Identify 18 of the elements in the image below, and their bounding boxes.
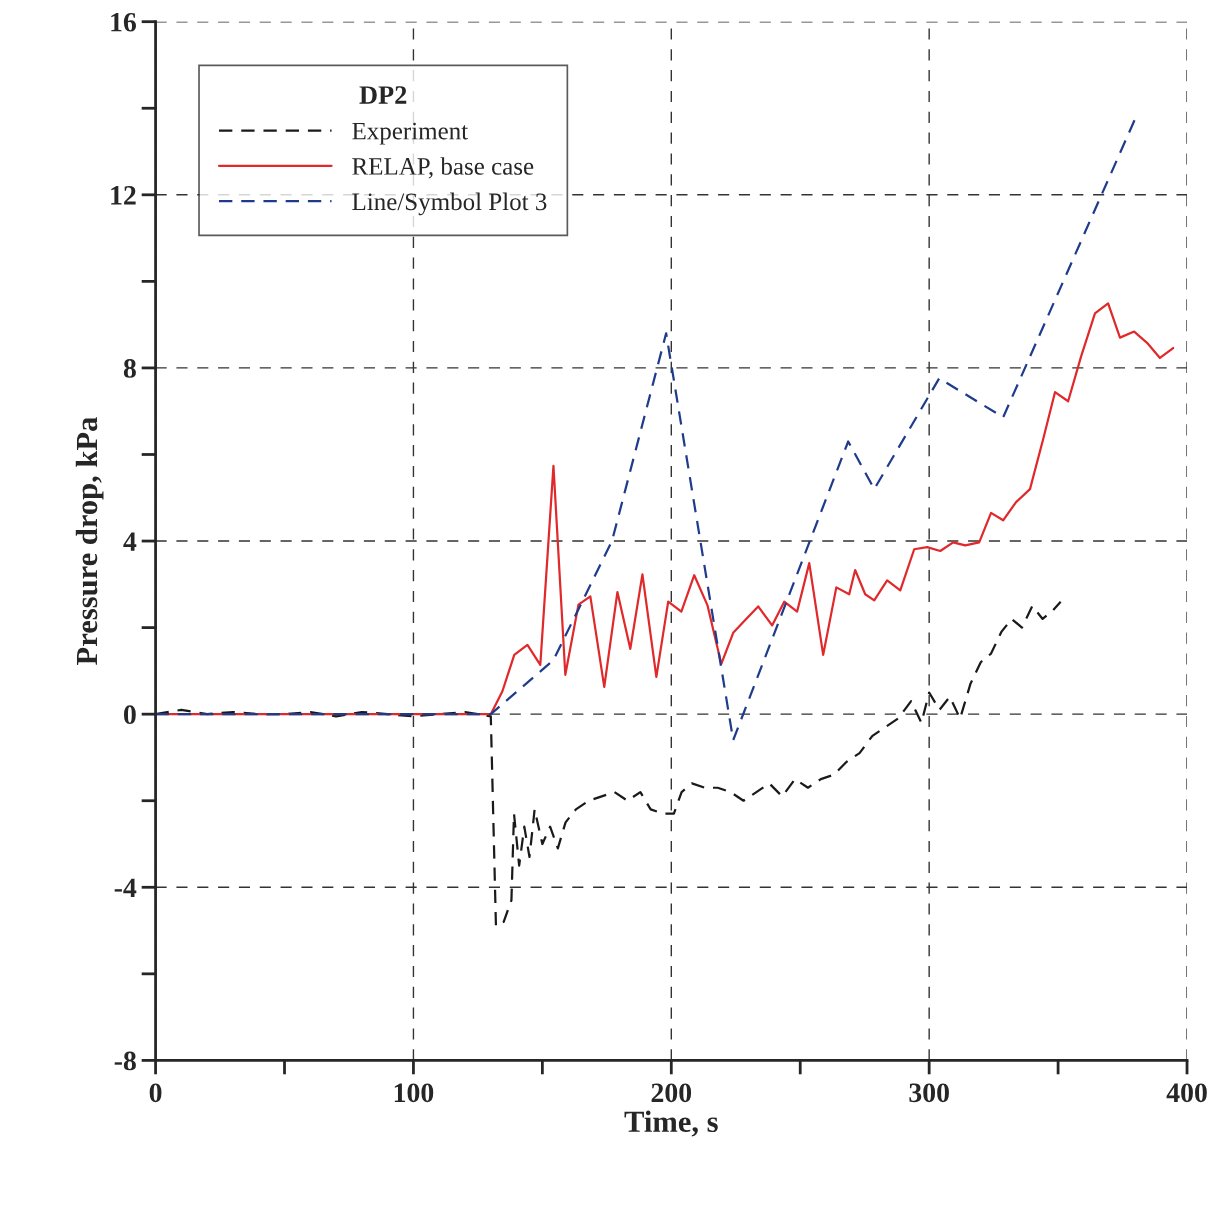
y-tick-label: 8 — [123, 359, 136, 378]
x-tick-label: 200 — [651, 1083, 692, 1103]
x-tick-label: 100 — [394, 1083, 434, 1103]
legend-label: Experiment — [352, 122, 468, 145]
x-tick-label: 400 — [1166, 1083, 1207, 1103]
x-axis-title: Time, s — [624, 1110, 718, 1137]
y-axis-title: Pressure drop, kPa — [75, 417, 104, 665]
y-tick-label: 0 — [124, 705, 136, 725]
y-tick-label: 4 — [123, 532, 137, 551]
x-tick-label: 0 — [149, 1083, 162, 1103]
y-tick-label: 16 — [111, 12, 137, 32]
y-tick-label: 12 — [111, 186, 136, 205]
y-tick-label: -8 — [114, 1051, 136, 1071]
x-tick-label: 300 — [909, 1083, 949, 1103]
legend-title: DP2 — [359, 86, 407, 104]
y-tick-label: -4 — [114, 878, 137, 897]
legend-label: Line/Symbol Plot 3 — [352, 192, 547, 216]
legend-label: RELAP, base case — [352, 157, 534, 179]
